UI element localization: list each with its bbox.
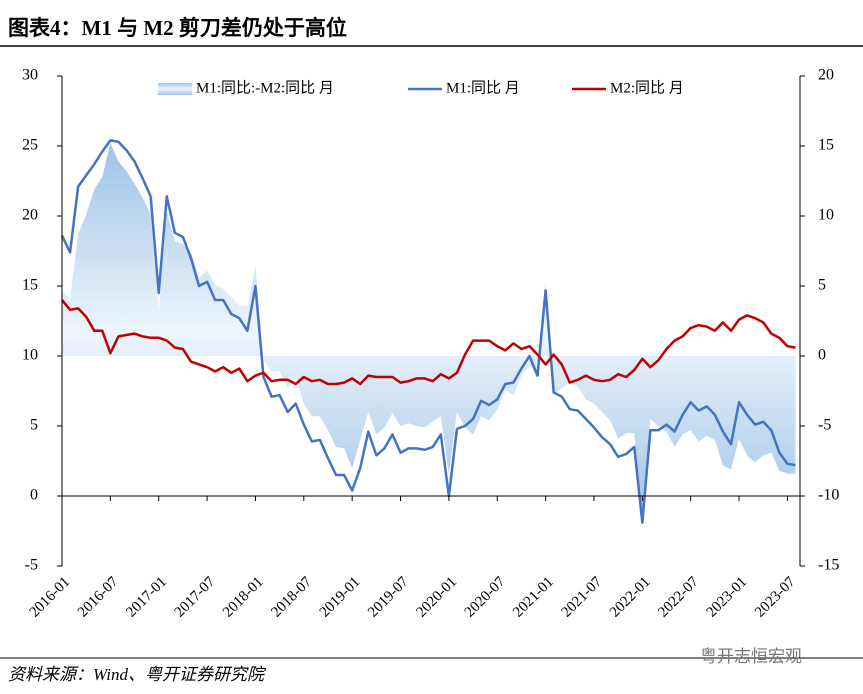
x-tick-label: 2018-07 bbox=[268, 574, 315, 621]
x-tick-label: 2016-07 bbox=[75, 574, 122, 621]
x-tick-label: 2020-01 bbox=[413, 574, 460, 621]
x-tick-label: 2020-07 bbox=[462, 574, 509, 621]
y2-tick-label: 5 bbox=[818, 277, 826, 294]
y2-tick-label: -5 bbox=[818, 417, 831, 434]
series-line bbox=[60, 139, 796, 524]
y-tick-label: 30 bbox=[22, 67, 38, 84]
source: 资料来源：Wind、粤开证券研究院 bbox=[8, 665, 267, 684]
x-tick-label: 2018-01 bbox=[220, 574, 267, 621]
y-tick-label: 15 bbox=[22, 277, 38, 294]
y2-tick-label: 10 bbox=[818, 207, 834, 224]
x-tick-label: 2021-01 bbox=[510, 574, 557, 621]
spread-area bbox=[62, 143, 796, 520]
x-tick-label: 2017-01 bbox=[123, 574, 170, 621]
y2-tick-label: 0 bbox=[818, 347, 826, 364]
legend-swatch bbox=[158, 83, 192, 95]
x-tick-label: 2019-01 bbox=[317, 574, 364, 621]
y-tick-label: 5 bbox=[30, 417, 38, 434]
series-line bbox=[61, 299, 796, 386]
legend-label: M2:同比 月 bbox=[610, 79, 684, 96]
y-tick-label: 0 bbox=[30, 487, 38, 504]
legend-label: M1:同比 月 bbox=[446, 79, 520, 96]
chart-title: 图表4：M1 与 M2 剪刀差仍处于高位 bbox=[8, 16, 347, 40]
y2-tick-label: -10 bbox=[818, 487, 839, 504]
x-tick-label: 2022-01 bbox=[607, 574, 654, 621]
x-tick-label: 2017-07 bbox=[172, 574, 219, 621]
y2-tick-label: 20 bbox=[818, 67, 834, 84]
x-tick-label: 2023-01 bbox=[704, 574, 751, 621]
y-tick-label: 25 bbox=[22, 137, 38, 154]
y-tick-label: 20 bbox=[22, 207, 38, 224]
x-tick-label: 2019-07 bbox=[365, 574, 412, 621]
x-tick-label: 2021-07 bbox=[559, 574, 606, 621]
y2-tick-label: -15 bbox=[818, 557, 839, 574]
y2-tick-label: 15 bbox=[818, 137, 834, 154]
x-tick-label: 2023-07 bbox=[752, 574, 799, 621]
x-tick-label: 2016-01 bbox=[27, 574, 74, 621]
x-tick-label: 2022-07 bbox=[655, 574, 702, 621]
legend-label: M1:同比:-M2:同比 月 bbox=[196, 79, 334, 96]
watermark: 粤开志恒宏观 bbox=[700, 647, 802, 666]
y-tick-label: 10 bbox=[22, 347, 38, 364]
y-tick-label: -5 bbox=[25, 557, 38, 574]
